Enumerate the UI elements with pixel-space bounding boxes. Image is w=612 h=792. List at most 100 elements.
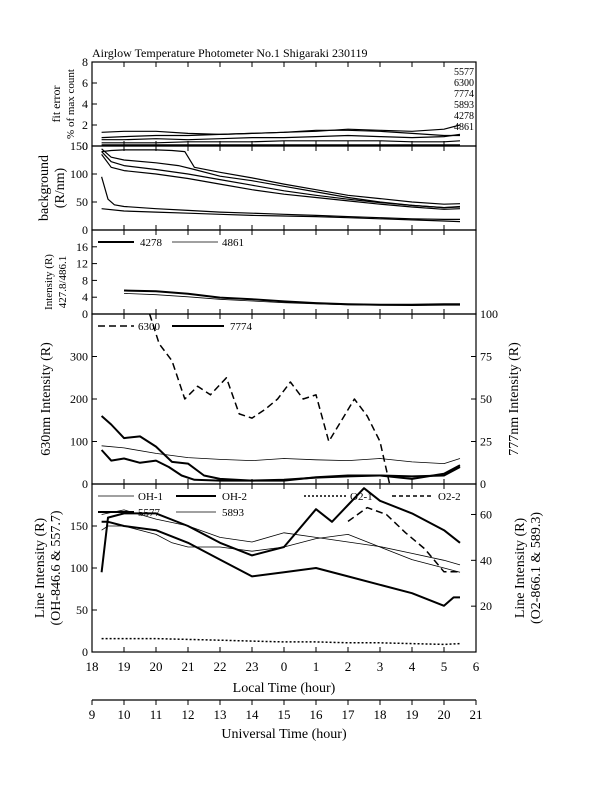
panel5-legend: OH-1 OH-2 O2-1 O2-2 5577 5893 bbox=[98, 491, 461, 519]
universal-time-tick-label: 13 bbox=[214, 707, 227, 722]
legend-label: 5577 bbox=[454, 67, 474, 78]
legend-label: 4278 bbox=[454, 111, 474, 122]
local-time-tick-label: 23 bbox=[246, 659, 259, 674]
panel4-ylabel: 630nm Intensity (R) bbox=[39, 342, 54, 456]
series-line-p4-6300 bbox=[148, 313, 391, 485]
y2-tick-label: 40 bbox=[480, 553, 492, 567]
universal-time-tick-label: 14 bbox=[246, 707, 260, 722]
y-tick-label: 2 bbox=[82, 118, 88, 132]
y-tick-label: 4 bbox=[82, 290, 88, 304]
series-line-p1-s2 bbox=[101, 129, 460, 139]
series-line-p5-oh-2 bbox=[101, 520, 460, 607]
y-tick-label: 8 bbox=[82, 55, 88, 69]
axis-ticks: 0246805010015004812160100200300025507510… bbox=[70, 55, 498, 722]
universal-time-tick-label: 17 bbox=[342, 707, 356, 722]
local-time-tick-label: 0 bbox=[281, 659, 288, 674]
y2-tick-label: 100 bbox=[480, 307, 498, 321]
local-time-tick-label: 20 bbox=[150, 659, 163, 674]
panel5-ylabel-line1: Line Intensity (R) bbox=[33, 518, 48, 619]
series-line-p2-s1 bbox=[101, 149, 461, 205]
local-time-label: Local Time (hour) bbox=[233, 681, 336, 696]
local-time-tick-label: 4 bbox=[409, 659, 416, 674]
series-line-p1-s4 bbox=[101, 140, 461, 144]
universal-time-tick-label: 18 bbox=[374, 707, 387, 722]
series-line-p5-5577 bbox=[100, 487, 461, 573]
y-tick-label: 300 bbox=[70, 350, 88, 364]
y-tick-label: 100 bbox=[70, 561, 88, 575]
local-time-tick-label: 22 bbox=[214, 659, 227, 674]
panel4-legend: 6300 7774 bbox=[98, 321, 253, 333]
panel1-ylabel-line1: fit error bbox=[49, 86, 63, 123]
figure-title: Airglow Temperature Photometer No.1 Shig… bbox=[92, 46, 368, 60]
legend-label: 5893 bbox=[222, 507, 245, 519]
legend-label: 6300 bbox=[138, 321, 161, 333]
y2-tick-label: 75 bbox=[480, 350, 492, 364]
series-line-p5-o2-1 bbox=[101, 637, 461, 646]
panel5-y2label-line2: (O2-866.1 & 589.3) bbox=[529, 512, 544, 624]
legend-label: OH-1 bbox=[138, 491, 163, 503]
local-time-tick-label: 19 bbox=[118, 659, 131, 674]
local-time-tick-label: 2 bbox=[345, 659, 352, 674]
series-line-p2-s6 bbox=[101, 208, 461, 223]
legend-label: 4278 bbox=[140, 237, 163, 249]
y-tick-label: 12 bbox=[76, 257, 88, 271]
panel2-ylabel-line1: background bbox=[37, 155, 52, 221]
local-time-tick-label: 5 bbox=[441, 659, 448, 674]
universal-time-tick-label: 19 bbox=[406, 707, 419, 722]
series-line-p5-5893 bbox=[101, 509, 461, 566]
local-time-tick-label: 3 bbox=[377, 659, 384, 674]
universal-time-tick-label: 15 bbox=[278, 707, 291, 722]
y2-tick-label: 50 bbox=[480, 392, 492, 406]
y-tick-label: 50 bbox=[76, 195, 88, 209]
series-line-p4-s3 bbox=[100, 449, 461, 482]
y-tick-label: 0 bbox=[82, 223, 88, 237]
y-tick-label: 8 bbox=[82, 273, 88, 287]
series-line-p4-7774 bbox=[100, 415, 461, 482]
panel1-legend: 5577 6300 7774 5893 4278 4861 bbox=[454, 67, 474, 133]
panel5-y2label-line1: Line Intensity (R) bbox=[513, 518, 528, 619]
legend-label: 5893 bbox=[454, 100, 474, 111]
y-tick-label: 150 bbox=[70, 519, 88, 533]
y-tick-label: 0 bbox=[82, 477, 88, 491]
universal-time-label: Universal Time (hour) bbox=[221, 727, 347, 742]
y-tick-label: 150 bbox=[70, 139, 88, 153]
legend-label: 7774 bbox=[454, 89, 474, 100]
series-line-p3-4278 bbox=[123, 289, 460, 306]
y-tick-label: 4 bbox=[82, 97, 88, 111]
y-tick-label: 100 bbox=[70, 167, 88, 181]
y-tick-label: 100 bbox=[70, 435, 88, 449]
series-line-p2-s2 bbox=[101, 148, 461, 209]
series-line-p5-o2-2 bbox=[347, 506, 460, 573]
y2-tick-label: 20 bbox=[480, 599, 492, 613]
legend-label: 6300 bbox=[454, 78, 474, 89]
y-tick-label: 6 bbox=[82, 76, 88, 90]
panel5-ylabel-line2: (OH-846.6 & 557.7) bbox=[49, 510, 64, 625]
y2-tick-label: 25 bbox=[480, 435, 492, 449]
y-tick-label: 16 bbox=[76, 240, 88, 254]
series-line-p4-s4 bbox=[101, 445, 461, 465]
panel-background bbox=[91, 145, 477, 231]
panel3-legend: 4278 4861 bbox=[98, 237, 244, 249]
universal-time-tick-label: 11 bbox=[150, 707, 163, 722]
series-lines bbox=[100, 124, 461, 646]
legend-label: OH-2 bbox=[222, 491, 247, 503]
universal-time-tick-label: 12 bbox=[182, 707, 195, 722]
series-line-p5-oh-1 bbox=[101, 525, 461, 573]
universal-time-tick-label: 10 bbox=[118, 707, 131, 722]
series-line-p2-s4 bbox=[101, 154, 461, 210]
y2-tick-label: 60 bbox=[480, 507, 492, 521]
universal-time-tick-label: 16 bbox=[310, 707, 324, 722]
series-line-p2-s5 bbox=[101, 176, 460, 220]
series-line-p1-s3 bbox=[101, 133, 461, 141]
local-time-tick-label: 18 bbox=[86, 659, 99, 674]
y-tick-label: 200 bbox=[70, 392, 88, 406]
y-tick-label: 0 bbox=[82, 139, 88, 153]
panel2-ylabel-line2: (R/nm) bbox=[53, 167, 68, 208]
local-time-tick-label: 21 bbox=[182, 659, 195, 674]
legend-label: 4861 bbox=[454, 122, 474, 133]
y-tick-label: 50 bbox=[76, 603, 88, 617]
y2-tick-label: 0 bbox=[480, 477, 486, 491]
universal-time-tick-label: 20 bbox=[438, 707, 451, 722]
y-tick-label: 0 bbox=[82, 307, 88, 321]
